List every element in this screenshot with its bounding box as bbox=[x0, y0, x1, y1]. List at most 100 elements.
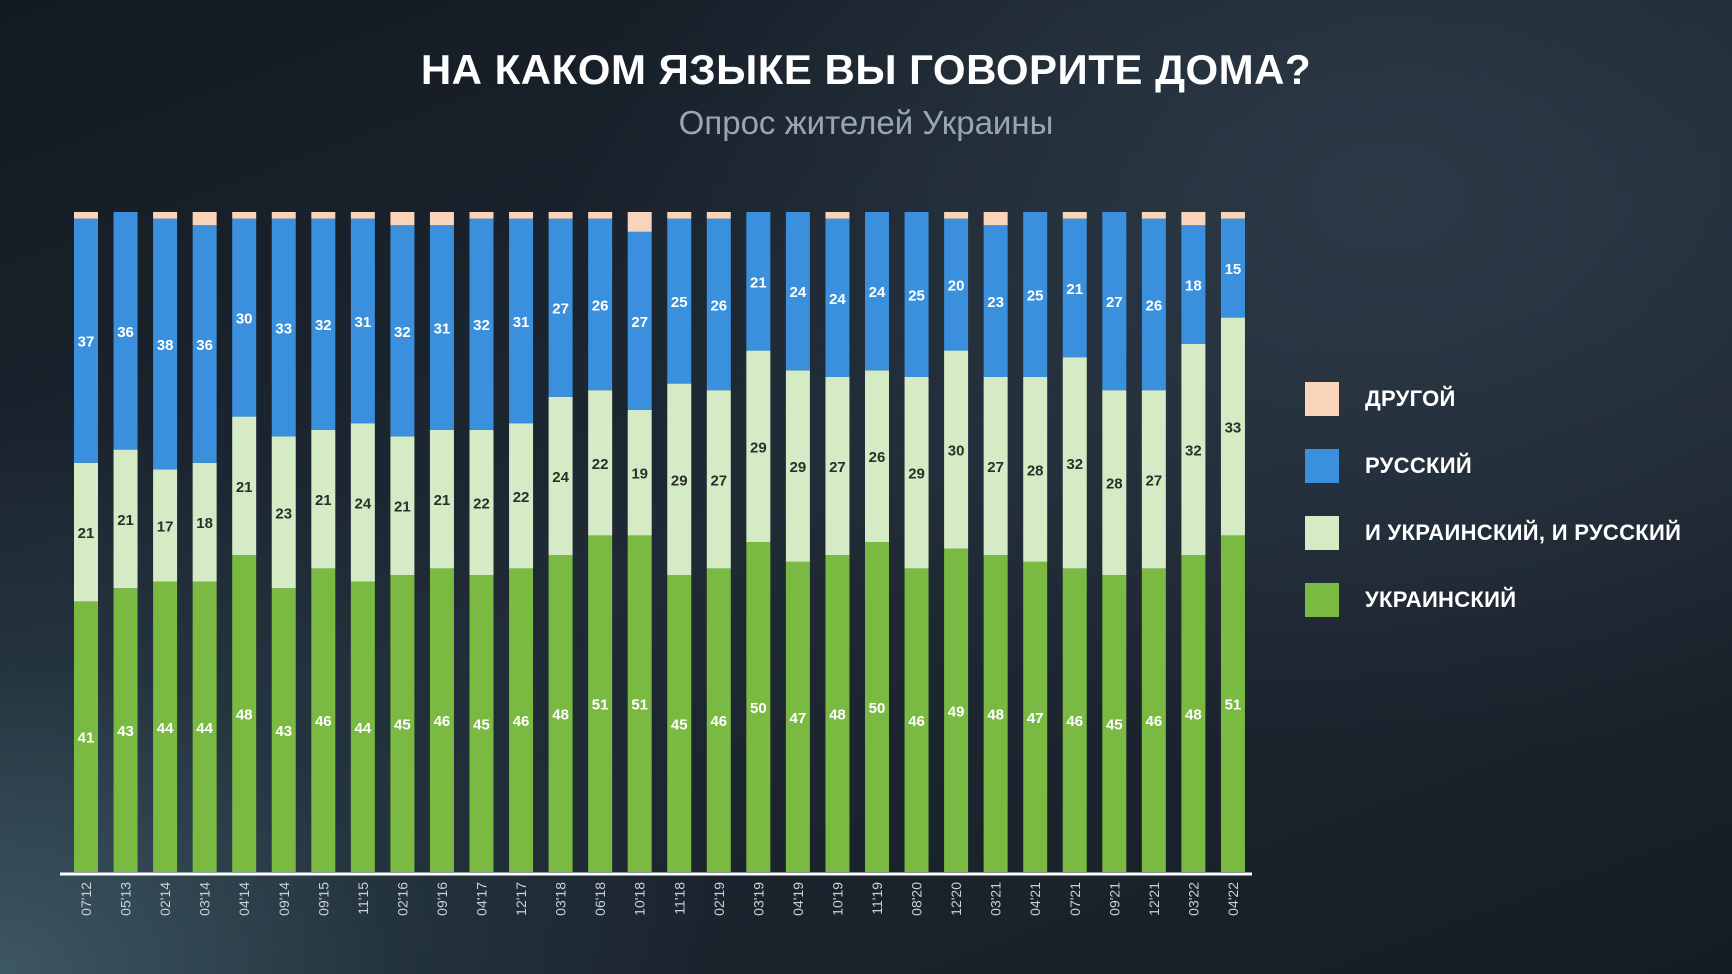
bar-segment bbox=[232, 218, 257, 417]
bar-segment bbox=[746, 542, 771, 872]
bar-segment bbox=[1102, 212, 1127, 391]
x-tick-label: 02'19 bbox=[711, 882, 727, 916]
legend-item-both: И УКРАИНСКИЙ, И РУССКИЙ bbox=[1305, 516, 1681, 550]
legend-label: И УКРАИНСКИЙ, И РУССКИЙ bbox=[1365, 520, 1682, 545]
bar-segment bbox=[548, 218, 573, 397]
data-label: 21 bbox=[434, 492, 451, 509]
bar-group: 48 32 18 bbox=[1181, 212, 1206, 872]
x-tick-label: 11'15 bbox=[355, 882, 371, 915]
bar-segment bbox=[627, 212, 652, 232]
bar-segment bbox=[429, 225, 454, 430]
bar-segment bbox=[232, 555, 257, 872]
data-label: 25 bbox=[1027, 288, 1044, 305]
bar-segment bbox=[706, 212, 731, 219]
bar-segment bbox=[785, 212, 810, 371]
x-tick-label: 03'21 bbox=[988, 882, 1004, 916]
bar-segment bbox=[271, 218, 296, 437]
data-label: 45 bbox=[473, 717, 490, 734]
bar-segment bbox=[983, 212, 1008, 226]
data-label: 46 bbox=[315, 713, 332, 730]
data-label: 41 bbox=[78, 730, 95, 747]
bar-segment bbox=[74, 218, 98, 463]
bar-group: 41 21 37 bbox=[74, 212, 98, 872]
chart-subtitle: Опрос жителей Украины bbox=[678, 104, 1054, 141]
bar-group: 46 21 31 bbox=[429, 212, 454, 872]
bar-segment bbox=[74, 212, 98, 219]
bar-group: 50 29 21 bbox=[746, 212, 771, 872]
data-label: 44 bbox=[196, 720, 213, 737]
data-label: 29 bbox=[750, 439, 767, 456]
bar-segment bbox=[429, 429, 454, 569]
bar-segment bbox=[627, 535, 652, 872]
data-label: 33 bbox=[275, 321, 292, 338]
data-label: 25 bbox=[671, 294, 688, 311]
data-label: 49 bbox=[948, 703, 965, 720]
bar-segment bbox=[1062, 357, 1087, 569]
data-label: 51 bbox=[592, 697, 609, 714]
data-label: 30 bbox=[948, 443, 965, 460]
bar-segment bbox=[944, 350, 969, 549]
x-tick-label: 03'18 bbox=[553, 882, 569, 916]
data-label: 43 bbox=[275, 723, 292, 740]
x-tick-label: 10'19 bbox=[829, 882, 845, 916]
data-label: 45 bbox=[1106, 717, 1123, 734]
data-label: 32 bbox=[315, 317, 332, 334]
data-label: 28 bbox=[1106, 476, 1123, 493]
bar-segment bbox=[469, 218, 494, 430]
bar-segment bbox=[667, 575, 692, 872]
bar-segment bbox=[390, 225, 415, 437]
bar-group: 45 22 32 bbox=[469, 212, 494, 872]
bar-segment bbox=[1023, 561, 1048, 872]
x-tick-label: 04'19 bbox=[790, 882, 806, 916]
bar-segment bbox=[588, 212, 613, 219]
bar-segment bbox=[944, 218, 969, 351]
bar-segment bbox=[944, 212, 969, 219]
data-label: 26 bbox=[592, 297, 609, 314]
bar-group: 45 21 32 bbox=[390, 212, 415, 872]
bar-segment bbox=[350, 218, 375, 424]
data-label: 29 bbox=[671, 472, 688, 489]
data-label: 27 bbox=[631, 314, 648, 331]
bar-segment bbox=[825, 555, 850, 872]
data-label: 27 bbox=[987, 459, 1004, 476]
bar-group: 51 19 27 bbox=[627, 212, 652, 872]
x-tick-label: 04'22 bbox=[1225, 882, 1241, 916]
data-label: 36 bbox=[117, 324, 134, 341]
x-tick-label: 05'13 bbox=[118, 882, 134, 916]
bar-segment bbox=[390, 575, 415, 872]
data-label: 27 bbox=[829, 459, 846, 476]
data-label: 51 bbox=[631, 697, 648, 714]
bar-segment bbox=[706, 218, 731, 391]
bar-group: 46 32 21 bbox=[1062, 212, 1087, 872]
data-label: 29 bbox=[908, 466, 925, 483]
data-label: 46 bbox=[1146, 713, 1163, 730]
x-tick-label: 03'14 bbox=[197, 882, 213, 916]
bar-group: 50 26 24 bbox=[865, 212, 889, 872]
x-tick-label: 12'17 bbox=[513, 882, 529, 916]
bar-segment bbox=[113, 588, 138, 872]
data-label: 27 bbox=[552, 301, 569, 318]
bar-segment bbox=[785, 370, 810, 562]
data-label: 50 bbox=[750, 700, 767, 717]
bar-segment bbox=[1181, 225, 1206, 344]
data-label: 46 bbox=[710, 713, 727, 730]
bar-segment bbox=[667, 212, 692, 219]
bar-segment bbox=[429, 212, 454, 226]
data-label: 24 bbox=[552, 469, 569, 486]
legend-swatch bbox=[1305, 449, 1339, 483]
bar-segment bbox=[825, 218, 850, 377]
data-label: 21 bbox=[236, 479, 253, 496]
bar-group: 43 21 36 bbox=[113, 212, 138, 872]
x-tick-label: 04'14 bbox=[236, 882, 252, 916]
bar-segment bbox=[1062, 568, 1087, 872]
bar-segment bbox=[311, 218, 336, 430]
bar-segment bbox=[785, 561, 810, 872]
bar-segment bbox=[232, 212, 257, 219]
bar-group: 48 24 27 bbox=[548, 212, 573, 872]
x-tick-label: 10'18 bbox=[632, 882, 648, 916]
bar-segment bbox=[588, 535, 613, 872]
bar-segment bbox=[509, 568, 534, 872]
x-tick-labels: 07'12 05'13 02'14 03'14 04'14 09'14 09'15 11'15… bbox=[78, 882, 1241, 916]
legend-swatch bbox=[1305, 382, 1339, 416]
bar-group: 45 28 27 bbox=[1102, 212, 1127, 872]
